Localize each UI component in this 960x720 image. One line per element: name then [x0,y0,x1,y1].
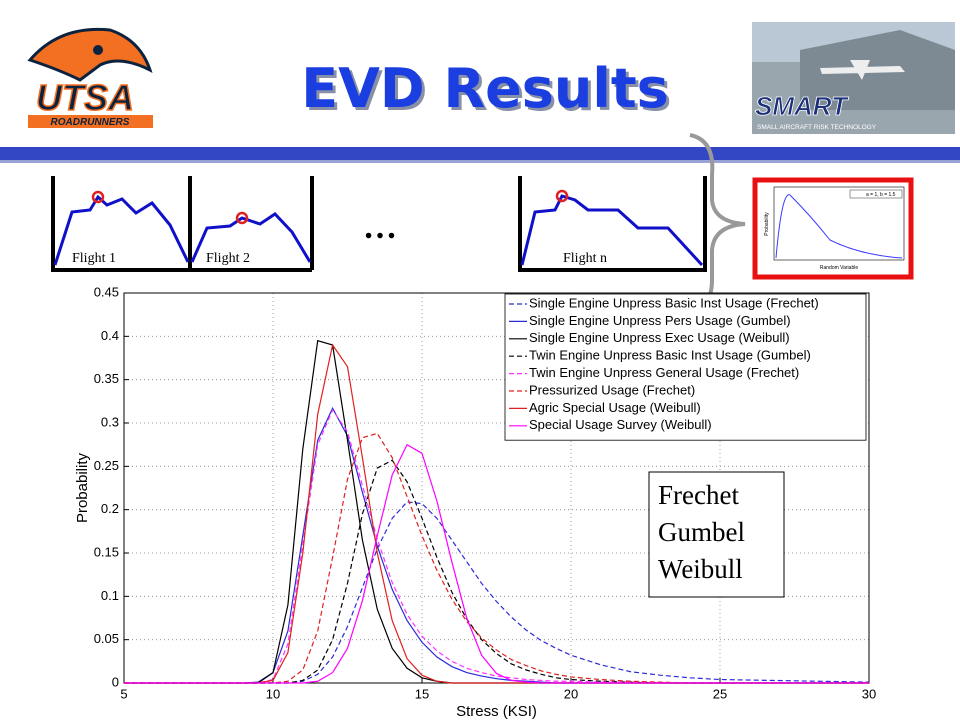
photo-brand: SMART [755,91,849,121]
title-shadow: EVD Results [304,60,672,123]
peak-marker [555,189,569,203]
x-tick-label: 30 [862,686,876,701]
annotation-label: Frechet [658,480,739,510]
y-tick-label: 0.25 [94,458,119,473]
y-tick-label: 0.1 [101,588,119,603]
logo-subtitle: ROADRUNNERS [51,117,130,128]
series-line [124,459,869,684]
flight-profile [53,194,190,266]
y-tick-label: 0.45 [94,284,119,299]
annotation-box [648,471,785,598]
x-axis-label: Stress (KSI) [456,703,537,720]
inset-curve [775,194,903,259]
peak-marker [235,211,249,225]
legend-label: Twin Engine Unpress General Usage (Frech… [529,365,799,380]
legend-label: Single Engine Unpress Exec Usage (Weibul… [529,330,790,345]
flight-sketches [51,176,707,272]
x-tick-label: 5 [120,686,127,701]
x-tick-label: 15 [415,686,429,701]
inset: a = 1, b = 1.5 Probability Random Variab… [752,177,914,280]
y-tick-label: 0.4 [101,328,119,343]
x-tick-label: 10 [266,686,280,701]
inset-ylabel: Probability [764,212,770,236]
y-tick-label: 0 [112,674,119,689]
inset-legend-box [849,189,903,199]
legend-label: Special Usage Survey (Weibull) [529,417,712,432]
legend-label: Single Engine Unpress Basic Inst Usage (… [529,295,819,310]
inset-legend: a = 1, b = 1.5 [866,192,896,198]
x-tick-label: 25 [713,686,727,701]
annotation-label: Weibull [658,554,743,584]
photo: SMART SMALL AIRCRAFT RISK TECHNOLOGY [752,22,955,134]
y-tick-label: 0.15 [94,544,119,559]
y-tick-label: 0.2 [101,501,119,516]
inset-xlabel: Random Variable [820,265,858,271]
header-bar [0,147,960,160]
x-tick-label: 20 [564,686,578,701]
y-tick-label: 0.35 [94,371,119,386]
flight-label: Flight 2 [206,251,250,266]
annotation-label: Gumbel [658,517,745,547]
series-line [124,432,869,684]
y-axis-label: Probability [74,452,91,523]
logo: UTSA ROADRUNNERS [27,27,153,128]
flight-label: Flight 1 [72,251,116,266]
legend-label: Single Engine Unpress Pers Usage (Gumbel… [529,313,791,328]
header-bar-shadow [0,160,960,163]
y-tick-label: 0.3 [101,414,119,429]
flight-frames [51,176,707,272]
peak-marker [91,190,105,204]
legend-box [504,293,867,441]
logo-name: UTSA [36,77,134,118]
logo-band [28,115,153,128]
logo-bird [27,27,153,82]
inset-axes [773,186,905,261]
legend-label: Agric Special Usage (Weibull) [529,400,701,415]
legend-label: Twin Engine Unpress Basic Inst Usage (Gu… [529,348,811,363]
flight-profile [520,194,704,267]
flight-label: Flight n [563,251,607,266]
series-line [124,443,869,684]
legend-label: Pressurized Usage (Frechet) [529,382,695,397]
logo-eye [93,45,103,55]
photo-tagline: SMALL AIRCRAFT RISK TECHNOLOGY [757,124,877,131]
series-line [124,408,869,684]
flight-ellipsis: … [363,209,397,246]
y-tick-label: 0.05 [94,631,119,646]
aircraft [820,60,905,80]
chart: 0 0.05 0.1 0.15 0.2 0.25 0.3 0.35 0.4 0.45 5 10 15 20… [74,284,876,720]
flight-profile [190,212,312,263]
title: EVD Results [301,57,669,120]
